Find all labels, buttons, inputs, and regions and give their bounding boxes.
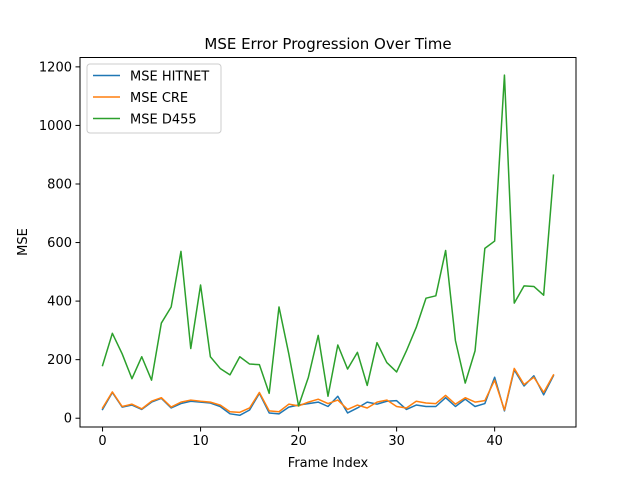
x-tick-label: 10: [192, 434, 209, 449]
y-axis: 0 200 400 600 800 1000 1200: [39, 60, 80, 427]
y-tick-label: 1000: [39, 119, 72, 134]
chart-title: MSE Error Progression Over Time: [204, 35, 451, 53]
x-tick-label: 30: [388, 434, 405, 449]
x-tick-label: 40: [486, 434, 503, 449]
y-tick-label: 200: [47, 353, 72, 368]
series-layer: [101, 74, 555, 417]
y-tick-label: 1200: [39, 60, 72, 75]
y-tick-label: 800: [47, 177, 72, 192]
legend-label: MSE D455: [130, 113, 197, 128]
x-tick-label: 20: [290, 434, 307, 449]
x-tick-label: 0: [98, 434, 106, 449]
series-line-mse-cre: [101, 367, 555, 414]
legend-label: MSE HITNET: [130, 70, 209, 85]
x-axis: 0 10 20 30 40: [98, 427, 503, 449]
y-tick-label: 400: [47, 295, 72, 310]
legend-label: MSE CRE: [130, 91, 188, 106]
y-tick-label: 600: [47, 236, 72, 251]
y-tick-label: 0: [64, 412, 72, 427]
x-axis-label: Frame Index: [288, 456, 369, 471]
legend: MSE HITNET MSE CRE MSE D455: [86, 63, 222, 134]
y-axis-label: MSE: [16, 228, 31, 256]
legend-box: [86, 63, 222, 134]
series-line-mse-hitnet: [101, 369, 555, 417]
series-line-mse-d455: [101, 74, 555, 407]
